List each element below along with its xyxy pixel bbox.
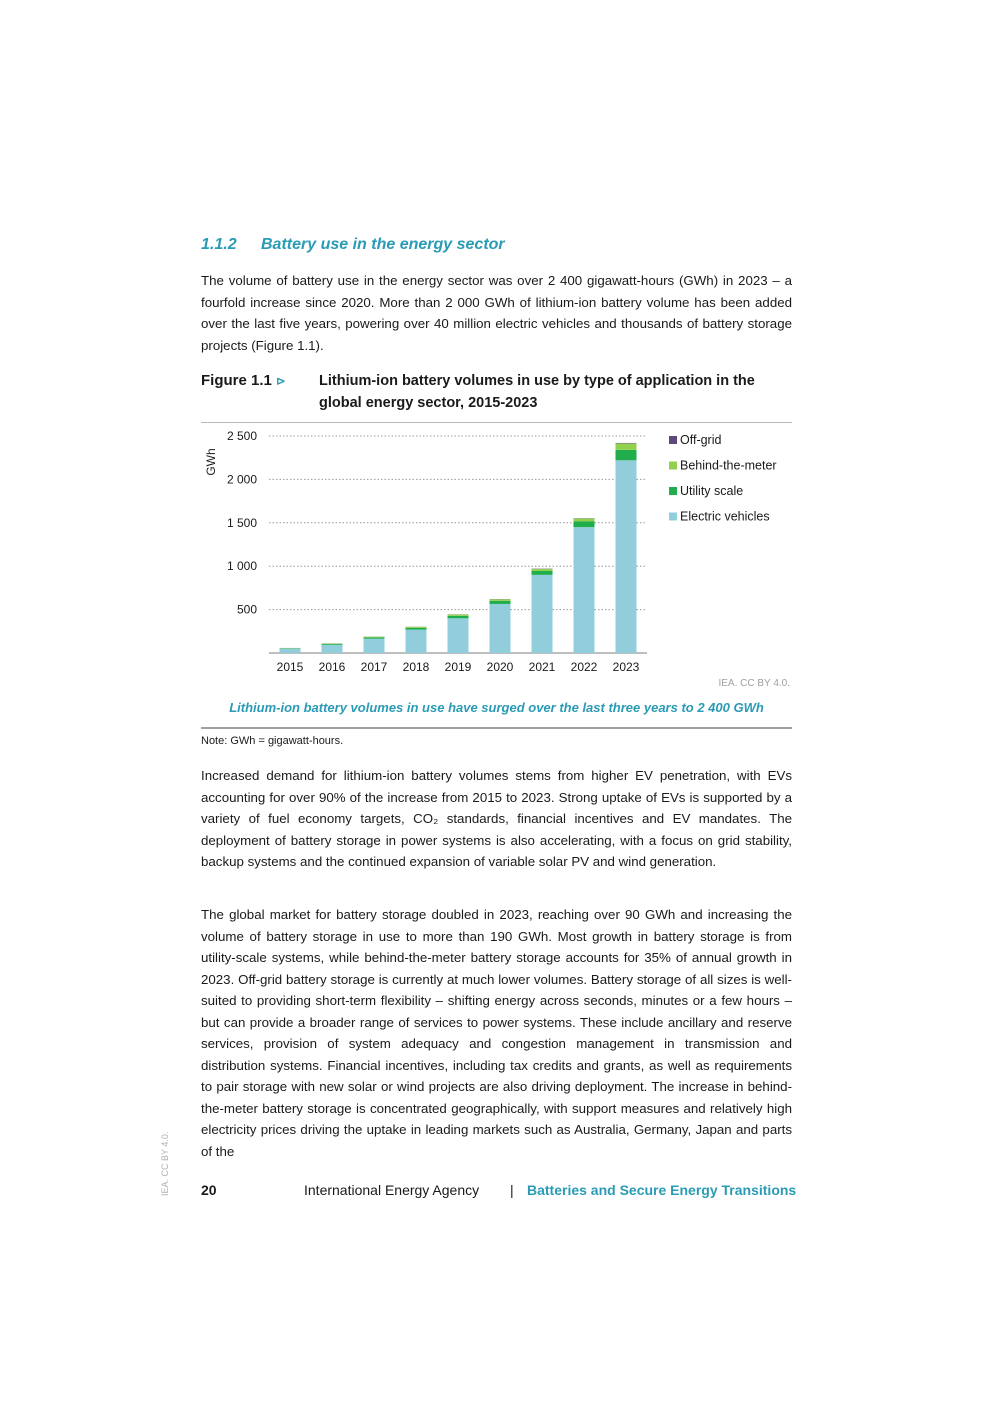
y-tick-label-1500: 1 500 — [227, 516, 257, 530]
legend-label-electric-vehicles: Electric vehicles — [680, 510, 770, 524]
bar-2023-utility-scale — [615, 449, 637, 461]
bar-2018-electric-vehicles — [405, 629, 427, 653]
figure-arrow-icon: ⊳ — [275, 374, 286, 388]
section-title: Battery use in the energy sector — [261, 236, 505, 253]
side-credit: IEA. CC BY 4.0. — [160, 1131, 170, 1196]
bar-2019-electric-vehicles — [447, 618, 469, 653]
figure-credit: IEA. CC BY 4.0. — [718, 678, 790, 689]
legend-swatch-off-grid — [669, 436, 677, 444]
bar-2022-electric-vehicles — [573, 527, 595, 653]
x-tick-label-2015: 2015 — [277, 660, 304, 674]
bar-2016-electric-vehicles — [321, 644, 343, 653]
bar-2023-electric-vehicles — [615, 460, 637, 653]
section-number: 1.1.2 — [201, 236, 237, 253]
figure-title: Lithium-ion battery volumes in use by ty… — [319, 373, 755, 411]
chart-y-axis-label: GWh — [204, 448, 218, 475]
figure-caption: Lithium-ion battery volumes in use have … — [229, 700, 764, 715]
footer-separator: | — [510, 1182, 514, 1198]
chart-y-ticks: 500 1 000 1 500 2 000 2 500 — [227, 429, 257, 617]
legend-label-behind-the-meter: Behind-the-meter — [680, 459, 777, 473]
figure-note: Note: GWh = gigawatt-hours. — [201, 735, 344, 747]
figure-top-rule — [201, 422, 792, 423]
chart-legend: Off-grid Behind-the-meter Utility scale Ele… — [669, 433, 777, 524]
paragraph-intro: The volume of battery use in the energy … — [201, 273, 792, 353]
section-heading: 1.1.2 Battery use in the energy sector — [201, 236, 505, 254]
bar-2016-utility-scale — [321, 643, 343, 645]
y-tick-label-1000: 1 000 — [227, 559, 257, 573]
bar-2020-utility-scale — [489, 600, 511, 604]
bar-2018-utility-scale — [405, 627, 427, 630]
y-tick-label-500: 500 — [237, 603, 257, 617]
figure-number: Figure 1.1 — [201, 372, 272, 389]
x-tick-label-2019: 2019 — [445, 660, 472, 674]
battery-volume-chart: 500 1 000 1 500 2 000 2 500 2015 2016 2017 2018… — [204, 429, 777, 674]
figure-label: Figure 1.1 ⊳ — [201, 372, 286, 389]
x-tick-label-2016: 2016 — [319, 660, 346, 674]
bar-2019-utility-scale — [447, 615, 469, 619]
y-tick-label-2500: 2 500 — [227, 429, 257, 443]
bar-2017-utility-scale — [363, 637, 385, 639]
paragraph-ev-demand: Increased demand for lithium-ion battery… — [201, 768, 792, 869]
x-tick-label-2017: 2017 — [361, 660, 388, 674]
bar-2020-behind-the-meter — [489, 599, 511, 601]
x-tick-label-2021: 2021 — [529, 660, 556, 674]
bar-2021-utility-scale — [531, 570, 553, 575]
chart-bars — [279, 442, 637, 653]
x-tick-label-2022: 2022 — [571, 660, 598, 674]
bar-2019-behind-the-meter — [447, 614, 469, 616]
legend-label-utility-scale: Utility scale — [680, 484, 743, 498]
figure-bottom-rule — [201, 727, 792, 729]
paragraph-storage-market: The global market for battery storage do… — [201, 907, 792, 1159]
chart-x-ticks: 2015 2016 2017 2018 2019 2020 2021 2022 2023 — [277, 660, 640, 674]
bar-2022-utility-scale — [573, 521, 595, 528]
bar-2023-behind-the-meter — [615, 443, 637, 450]
bar-2022-behind-the-meter — [573, 518, 595, 522]
x-tick-label-2020: 2020 — [487, 660, 514, 674]
legend-swatch-behind-the-meter — [669, 461, 677, 470]
footer-report-title: Batteries and Secure Energy Transitions — [527, 1182, 797, 1198]
y-tick-label-2000: 2 000 — [227, 472, 257, 486]
x-tick-label-2018: 2018 — [403, 660, 430, 674]
bar-2020-electric-vehicles — [489, 603, 511, 653]
bar-2021-electric-vehicles — [531, 574, 553, 653]
x-tick-label-2023: 2023 — [613, 660, 640, 674]
bar-2021-behind-the-meter — [531, 568, 553, 571]
bar-2017-behind-the-meter — [363, 636, 385, 638]
bar-2018-behind-the-meter — [405, 626, 427, 628]
bar-2017-electric-vehicles — [363, 638, 385, 653]
footer-page-number: 20 — [201, 1182, 217, 1198]
bar-2015-electric-vehicles — [279, 648, 301, 653]
legend-swatch-utility-scale — [669, 487, 677, 495]
footer-organization: International Energy Agency — [304, 1182, 480, 1198]
legend-swatch-electric-vehicles — [669, 512, 677, 521]
legend-label-off-grid: Off-grid — [680, 433, 721, 447]
